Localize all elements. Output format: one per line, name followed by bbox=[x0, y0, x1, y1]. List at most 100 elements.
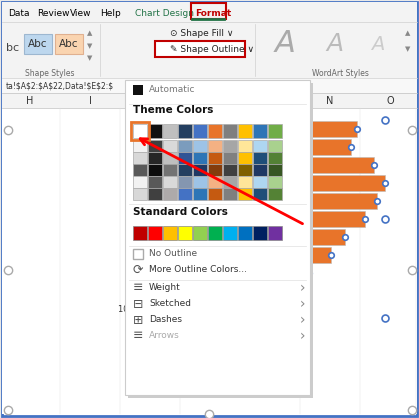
Text: Theme Colors: Theme Colors bbox=[133, 105, 213, 115]
Bar bbox=[253, 176, 267, 188]
Text: Automatic: Automatic bbox=[149, 86, 196, 94]
Text: 80 to 84 years: 80 to 84 years bbox=[139, 268, 200, 278]
Bar bbox=[178, 140, 192, 152]
Bar bbox=[253, 226, 267, 240]
Text: 40 to 44 years: 40 to 44 years bbox=[140, 196, 200, 206]
Bar bbox=[163, 124, 177, 138]
Text: Shape Styles: Shape Styles bbox=[25, 69, 75, 77]
Bar bbox=[210, 139, 351, 155]
Text: ›: › bbox=[299, 281, 305, 295]
Bar bbox=[210, 211, 365, 227]
Bar bbox=[208, 188, 222, 200]
Text: ▲: ▲ bbox=[405, 30, 411, 36]
Text: A: A bbox=[371, 35, 385, 54]
Bar bbox=[210, 121, 357, 137]
Text: Weight: Weight bbox=[149, 283, 181, 293]
Text: ✎ Shape Outline ∨: ✎ Shape Outline ∨ bbox=[170, 44, 254, 54]
Text: ⊙ Shape Fill ∨: ⊙ Shape Fill ∨ bbox=[170, 28, 233, 38]
Bar bbox=[208, 164, 222, 176]
Text: 10 to 14 years: 10 to 14 years bbox=[140, 143, 200, 151]
Bar bbox=[178, 176, 192, 188]
Bar bbox=[210, 265, 309, 281]
Bar bbox=[2, 22, 417, 78]
Bar bbox=[253, 140, 267, 152]
Bar bbox=[193, 152, 207, 164]
Bar bbox=[268, 176, 282, 188]
Bar bbox=[133, 85, 143, 95]
Bar bbox=[223, 164, 237, 176]
Text: ⊟: ⊟ bbox=[133, 298, 143, 311]
Bar bbox=[253, 124, 267, 138]
Text: Arrows: Arrows bbox=[149, 331, 180, 341]
Bar bbox=[163, 140, 177, 152]
Text: ›: › bbox=[299, 297, 305, 311]
Text: 0 to 4 years: 0 to 4 years bbox=[150, 125, 200, 133]
Bar bbox=[163, 152, 177, 164]
Text: No Outline: No Outline bbox=[149, 250, 197, 258]
Bar bbox=[191, 3, 226, 19]
Bar bbox=[253, 152, 267, 164]
Bar bbox=[238, 176, 252, 188]
Bar bbox=[133, 188, 147, 200]
Bar bbox=[210, 229, 346, 245]
Bar bbox=[178, 226, 192, 240]
Text: WordArt Styles: WordArt Styles bbox=[312, 69, 368, 77]
Text: ▼: ▼ bbox=[87, 55, 93, 61]
Text: I: I bbox=[88, 96, 91, 106]
Bar bbox=[2, 108, 417, 414]
Bar bbox=[223, 226, 237, 240]
Bar bbox=[163, 188, 177, 200]
Bar bbox=[133, 164, 147, 176]
Bar bbox=[223, 124, 237, 138]
Text: Format: Format bbox=[195, 8, 231, 18]
Text: ≡: ≡ bbox=[133, 329, 143, 342]
Text: Review: Review bbox=[37, 8, 70, 18]
Bar bbox=[193, 226, 207, 240]
Bar bbox=[178, 152, 192, 164]
Text: 20 to 24 years: 20 to 24 years bbox=[140, 161, 200, 170]
Text: ⊞: ⊞ bbox=[133, 314, 143, 326]
Text: bc: bc bbox=[6, 43, 20, 53]
Bar bbox=[155, 41, 245, 57]
Bar bbox=[208, 140, 222, 152]
Bar bbox=[268, 188, 282, 200]
Bar bbox=[253, 188, 267, 200]
Text: ▼: ▼ bbox=[87, 43, 93, 49]
Text: Abc: Abc bbox=[59, 39, 79, 49]
Text: ⟳: ⟳ bbox=[133, 263, 143, 276]
Bar bbox=[163, 176, 177, 188]
Bar bbox=[238, 152, 252, 164]
Text: J: J bbox=[149, 96, 151, 106]
Bar bbox=[148, 164, 162, 176]
Text: Standard Colors: Standard Colors bbox=[133, 207, 228, 217]
Bar bbox=[238, 188, 252, 200]
Bar bbox=[178, 188, 192, 200]
Bar bbox=[133, 124, 147, 138]
Bar bbox=[210, 175, 385, 191]
Bar bbox=[178, 124, 192, 138]
Bar bbox=[148, 176, 162, 188]
Bar bbox=[2, 78, 417, 93]
Text: 60 to 64 years: 60 to 64 years bbox=[139, 232, 200, 242]
Text: A: A bbox=[274, 30, 295, 59]
Text: Dashes: Dashes bbox=[149, 316, 182, 324]
Bar bbox=[178, 164, 192, 176]
Text: Sketched: Sketched bbox=[149, 300, 191, 308]
Text: Data: Data bbox=[8, 8, 29, 18]
Text: O: O bbox=[386, 96, 394, 106]
Bar bbox=[268, 152, 282, 164]
Bar bbox=[268, 164, 282, 176]
Bar bbox=[238, 164, 252, 176]
Text: 50 to 54 years: 50 to 54 years bbox=[140, 214, 200, 224]
Bar bbox=[223, 152, 237, 164]
Text: More Outline Colors...: More Outline Colors... bbox=[149, 265, 247, 275]
Bar bbox=[2, 2, 417, 22]
Text: ta!$A$2:$A$22,Data!$E$2:$: ta!$A$2:$A$22,Data!$E$2:$ bbox=[6, 81, 114, 90]
Text: ▼: ▼ bbox=[405, 46, 411, 52]
Bar bbox=[128, 83, 313, 398]
Bar bbox=[210, 193, 377, 209]
Bar bbox=[268, 226, 282, 240]
Bar bbox=[148, 140, 162, 152]
Text: N: N bbox=[326, 96, 334, 106]
Text: A: A bbox=[326, 32, 344, 56]
